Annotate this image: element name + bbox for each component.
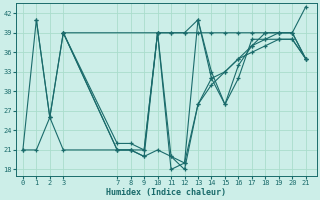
X-axis label: Humidex (Indice chaleur): Humidex (Indice chaleur) <box>106 188 226 197</box>
